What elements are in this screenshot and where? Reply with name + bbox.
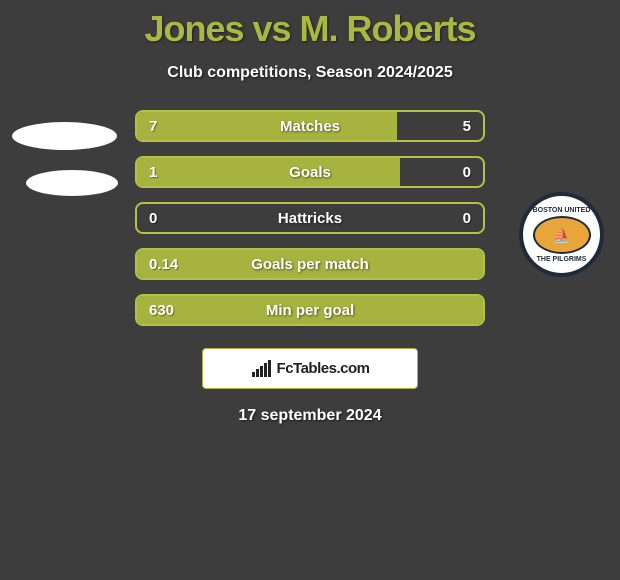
stat-bar-row: 7Matches5: [135, 110, 485, 142]
bar-label: Goals per match: [137, 256, 483, 273]
bar-label: Matches: [137, 118, 483, 135]
bar-label: Goals: [137, 164, 483, 181]
stat-bar-row: 0Hattricks0: [135, 202, 485, 234]
date-text: 17 september 2024: [0, 407, 620, 425]
ship-icon: ⛵: [533, 216, 591, 254]
footer-brand-card[interactable]: FcTables.com: [202, 348, 418, 389]
subtitle: Club competitions, Season 2024/2025: [0, 64, 620, 82]
bar-label: Min per goal: [137, 302, 483, 319]
stat-bar-row: 1Goals0: [135, 156, 485, 188]
stat-bars: 7Matches51Goals00Hattricks00.14Goals per…: [135, 110, 485, 326]
right-logo-zone: BOSTON UNITED ⛵ THE PILGRIMS: [497, 110, 612, 325]
bar-right-value: 0: [463, 210, 471, 227]
badge-top-text: BOSTON UNITED: [533, 207, 591, 214]
left-logo-zone: [8, 110, 123, 325]
bar-label: Hattricks: [137, 210, 483, 227]
stat-bar-row: 630Min per goal: [135, 294, 485, 326]
bar-right-value: 5: [463, 118, 471, 135]
bars-icon: [251, 360, 273, 378]
stats-area: BOSTON UNITED ⛵ THE PILGRIMS 7Matches5 1G…: [0, 110, 620, 326]
placeholder-ellipse: [26, 170, 118, 196]
placeholder-ellipse: [12, 122, 117, 150]
badge-bottom-text: THE PILGRIMS: [537, 256, 587, 263]
stat-bar-row: 0.14Goals per match: [135, 248, 485, 280]
bar-right-value: 0: [463, 164, 471, 181]
club-badge: BOSTON UNITED ⛵ THE PILGRIMS: [519, 192, 604, 277]
page-title: Jones vs M. Roberts: [0, 0, 620, 50]
footer-brand-text: FcTables.com: [277, 360, 370, 377]
